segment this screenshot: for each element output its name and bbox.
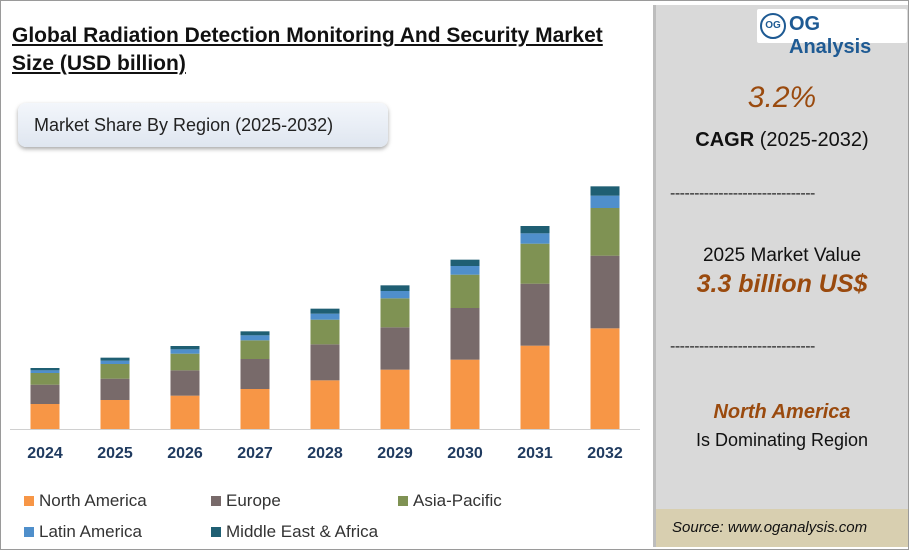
bar-europe-2024 xyxy=(30,384,60,404)
bar-europe-2031 xyxy=(520,283,550,346)
legend-item-middle-east-africa: Middle East & Africa xyxy=(211,522,378,542)
x-tick-label-2025: 2025 xyxy=(97,445,133,462)
subtitle-pill: Market Share By Region (2025-2032) xyxy=(18,103,388,147)
bar-north-america-2032 xyxy=(590,328,620,429)
og-logo-icon: OG xyxy=(760,13,786,39)
subtitle-text: Market Share By Region (2025-2032) xyxy=(34,115,334,135)
bar-middle-east-africa-2024 xyxy=(30,368,60,371)
bar-north-america-2024 xyxy=(30,404,60,429)
legend-label-asia-pacific: Asia-Pacific xyxy=(413,491,502,510)
summary-panel: OG OG Analysis 3.2% CAGR (2025-2032) ---… xyxy=(653,5,908,547)
bar-latin-america-2026 xyxy=(170,349,200,354)
logo-text: OG Analysis xyxy=(789,13,872,58)
bar-north-america-2031 xyxy=(520,345,550,429)
bar-north-america-2027 xyxy=(240,389,270,429)
x-tick-label-2026: 2026 xyxy=(167,445,203,462)
bar-asia-pacific-2030 xyxy=(450,274,480,308)
bar-europe-2029 xyxy=(380,327,410,370)
bar-middle-east-africa-2027 xyxy=(240,331,270,336)
bar-middle-east-africa-2030 xyxy=(450,259,480,266)
legend-item-europe: Europe xyxy=(211,491,281,511)
bar-latin-america-2028 xyxy=(310,313,340,320)
cagr-value: 3.2% xyxy=(747,81,817,114)
bar-middle-east-africa-2031 xyxy=(520,226,550,234)
legend-swatch-europe xyxy=(211,495,221,506)
bar-latin-america-2024 xyxy=(30,370,60,373)
og-analysis-logo: OG OG Analysis xyxy=(757,9,907,58)
legend-swatch-middle-east-africa xyxy=(211,526,221,537)
legend-item-latin-america: Latin America xyxy=(24,522,142,542)
legend-item-north-america: North America xyxy=(24,491,147,511)
cagr-label-text: CAGR xyxy=(695,129,755,151)
chart-title: Global Radiation Detection Monitoring An… xyxy=(12,24,603,75)
bar-north-america-2026 xyxy=(170,395,200,429)
legend-swatch-north-america xyxy=(24,495,34,506)
legend-swatch-latin-america xyxy=(24,526,34,537)
legend-label-middle-east-africa: Middle East & Africa xyxy=(226,522,379,541)
legend-label-europe: Europe xyxy=(226,491,281,510)
bar-north-america-2028 xyxy=(310,380,340,429)
dominating-region: North America xyxy=(713,401,851,423)
bar-asia-pacific-2031 xyxy=(520,243,550,284)
bar-asia-pacific-2027 xyxy=(240,340,270,359)
divider-top: ------------------------------ xyxy=(670,185,815,202)
bar-middle-east-africa-2029 xyxy=(380,285,410,291)
bar-north-america-2025 xyxy=(100,400,130,429)
bar-asia-pacific-2028 xyxy=(310,319,340,345)
bar-north-america-2029 xyxy=(380,369,410,429)
legend-swatch-asia-pacific xyxy=(398,495,408,506)
bar-latin-america-2029 xyxy=(380,291,410,299)
bar-europe-2027 xyxy=(240,359,270,389)
bar-asia-pacific-2026 xyxy=(170,353,200,371)
x-tick-label-2031: 2031 xyxy=(517,445,553,462)
x-tick-label-2027: 2027 xyxy=(237,445,273,462)
bar-europe-2026 xyxy=(170,370,200,396)
divider-bottom: ------------------------------ xyxy=(670,338,815,355)
market-value: 3.3 billion US$ xyxy=(696,270,868,298)
x-tick-label-2028: 2028 xyxy=(307,445,343,462)
bar-north-america-2030 xyxy=(450,359,480,429)
bar-europe-2030 xyxy=(450,308,480,360)
bar-europe-2028 xyxy=(310,344,340,381)
bar-europe-2032 xyxy=(590,255,620,329)
x-tick-label-2029: 2029 xyxy=(377,445,413,462)
bar-middle-east-africa-2028 xyxy=(310,308,340,314)
bar-asia-pacific-2024 xyxy=(30,373,60,385)
market-value-label: 2025 Market Value xyxy=(702,245,862,266)
bar-asia-pacific-2025 xyxy=(100,364,130,379)
bar-latin-america-2027 xyxy=(240,335,270,341)
bar-middle-east-africa-2032 xyxy=(590,186,620,196)
x-tick-label-2030: 2030 xyxy=(447,445,483,462)
cagr-period: (2025-2032) xyxy=(759,129,869,151)
bar-latin-america-2031 xyxy=(520,233,550,244)
bar-asia-pacific-2032 xyxy=(590,208,620,256)
cagr-label: CAGR (2025-2032) xyxy=(656,129,908,152)
x-tick-label-2032: 2032 xyxy=(587,445,623,462)
source-box: Source: www.oganalysis.com xyxy=(656,509,908,547)
bar-middle-east-africa-2026 xyxy=(170,346,200,350)
stacked-bar-chart: 2024 2025 2026 2027 2028 2029 2030 2031 2032 xyxy=(10,186,640,462)
legend-item-asia-pacific: Asia-Pacific xyxy=(398,491,502,511)
source-text: Source: www.oganalysis.com xyxy=(672,519,868,536)
legend-label-latin-america: Latin America xyxy=(39,522,142,541)
bar-latin-america-2025 xyxy=(100,360,130,364)
x-tick-label-2024: 2024 xyxy=(27,445,63,462)
bar-europe-2025 xyxy=(100,378,130,400)
dominating-label: Is Dominating Region xyxy=(695,430,869,450)
bar-asia-pacific-2029 xyxy=(380,298,410,328)
bar-middle-east-africa-2025 xyxy=(100,357,130,361)
legend-label-north-america: North America xyxy=(39,491,147,510)
bar-latin-america-2032 xyxy=(590,195,620,208)
bar-latin-america-2030 xyxy=(450,266,480,275)
